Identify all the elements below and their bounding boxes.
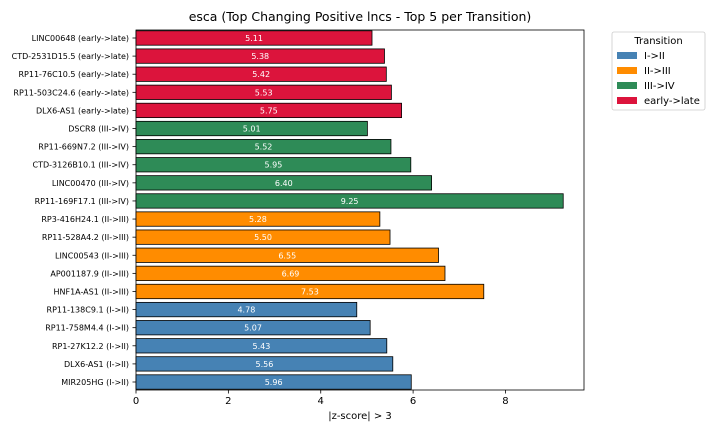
y-tick-label: RP11-138C9.1 (I->II) xyxy=(47,306,129,315)
y-tick-label: RP11-169F17.1 (III->IV) xyxy=(35,197,129,206)
bar-value-label: 5.56 xyxy=(255,360,273,369)
y-tick-label: RP11-528A4.2 (II->III) xyxy=(42,233,129,242)
bar-value-label: 5.50 xyxy=(254,233,272,242)
bar-value-label: 5.01 xyxy=(243,125,261,134)
y-tick-label: CTD-3126B10.1 (III->IV) xyxy=(33,161,129,170)
x-tick-label: 4 xyxy=(318,396,324,407)
bar-value-label: 5.42 xyxy=(252,70,270,79)
plot-area: 5.11 LINC00648 (early->late) 5.38 CTD-2531D… xyxy=(12,29,585,407)
legend-entry: I->II xyxy=(644,51,665,62)
bar-value-label: 7.53 xyxy=(301,287,319,296)
y-tick-label: RP11-758M4.4 (I->II) xyxy=(45,324,129,333)
legend-title: Transition xyxy=(633,36,682,47)
bar-value-label: 5.38 xyxy=(251,52,269,61)
bar-value-label: 5.95 xyxy=(264,161,282,170)
y-tick-label: RP11-669N7.2 (III->IV) xyxy=(38,143,129,152)
bar-value-label: 6.55 xyxy=(278,251,296,260)
legend-swatch xyxy=(617,97,637,104)
legend-box xyxy=(611,31,706,111)
legend-entry: early->late xyxy=(644,96,700,107)
x-tick-label: 0 xyxy=(133,396,139,407)
chart-title: esca (Top Changing Positive lncs - Top 5… xyxy=(189,9,532,24)
y-tick-label: RP11-503C24.6 (early->late) xyxy=(13,88,129,97)
y-tick-label: DSCR8 (III->IV) xyxy=(68,125,129,134)
x-tick-label: 8 xyxy=(502,396,508,407)
y-tick-label: LINC00470 (III->IV) xyxy=(52,179,129,188)
legend: Transition I->II II->III III->IV early->late xyxy=(611,31,706,111)
y-tick-label: LINC00648 (early->late) xyxy=(32,34,129,43)
bar-value-label: 9.25 xyxy=(341,197,359,206)
bar-value-label: 5.07 xyxy=(244,324,262,333)
bar-value-label: 5.43 xyxy=(252,342,270,351)
y-tick-label: RP1-27K12.2 (I->II) xyxy=(52,342,129,351)
legend-swatch xyxy=(617,82,637,89)
bar-value-label: 5.96 xyxy=(265,378,283,387)
y-tick-label: RP3-416H24.1 (II->III) xyxy=(41,215,129,224)
bar-value-label: 5.75 xyxy=(260,106,278,115)
legend-entry: III->IV xyxy=(644,81,675,92)
bar-value-label: 6.69 xyxy=(282,269,300,278)
y-tick-label: RP11-76C10.5 (early->late) xyxy=(18,70,129,79)
bar-value-label: 6.40 xyxy=(275,179,293,188)
y-tick-label: DLX6-AS1 (early->late) xyxy=(36,106,129,115)
axes-frame xyxy=(135,29,585,391)
legend-entry: II->III xyxy=(644,66,671,77)
y-tick-label: CTD-2531D15.5 (early->late) xyxy=(12,52,129,61)
y-tick-label: AP001187.9 (II->III) xyxy=(50,269,129,278)
bar-value-label: 5.53 xyxy=(255,88,273,97)
y-tick-label: HNF1A-AS1 (II->III) xyxy=(53,287,129,296)
bar-value-label: 4.78 xyxy=(237,306,255,315)
legend-swatch xyxy=(617,52,637,59)
x-tick-label: 6 xyxy=(410,396,416,407)
x-axis-label: |z-score| > 3 xyxy=(328,411,392,422)
bar-value-label: 5.52 xyxy=(255,143,273,152)
y-tick-label: LINC00543 (II->III) xyxy=(55,251,129,260)
y-tick-label: DLX6-AS1 (I->II) xyxy=(64,360,129,369)
x-tick-label: 2 xyxy=(225,396,231,407)
bar-value-label: 5.11 xyxy=(245,34,263,43)
bar-value-label: 5.28 xyxy=(249,215,267,224)
legend-swatch xyxy=(617,67,637,74)
y-tick-label: MIR205HG (I->II) xyxy=(61,378,129,387)
